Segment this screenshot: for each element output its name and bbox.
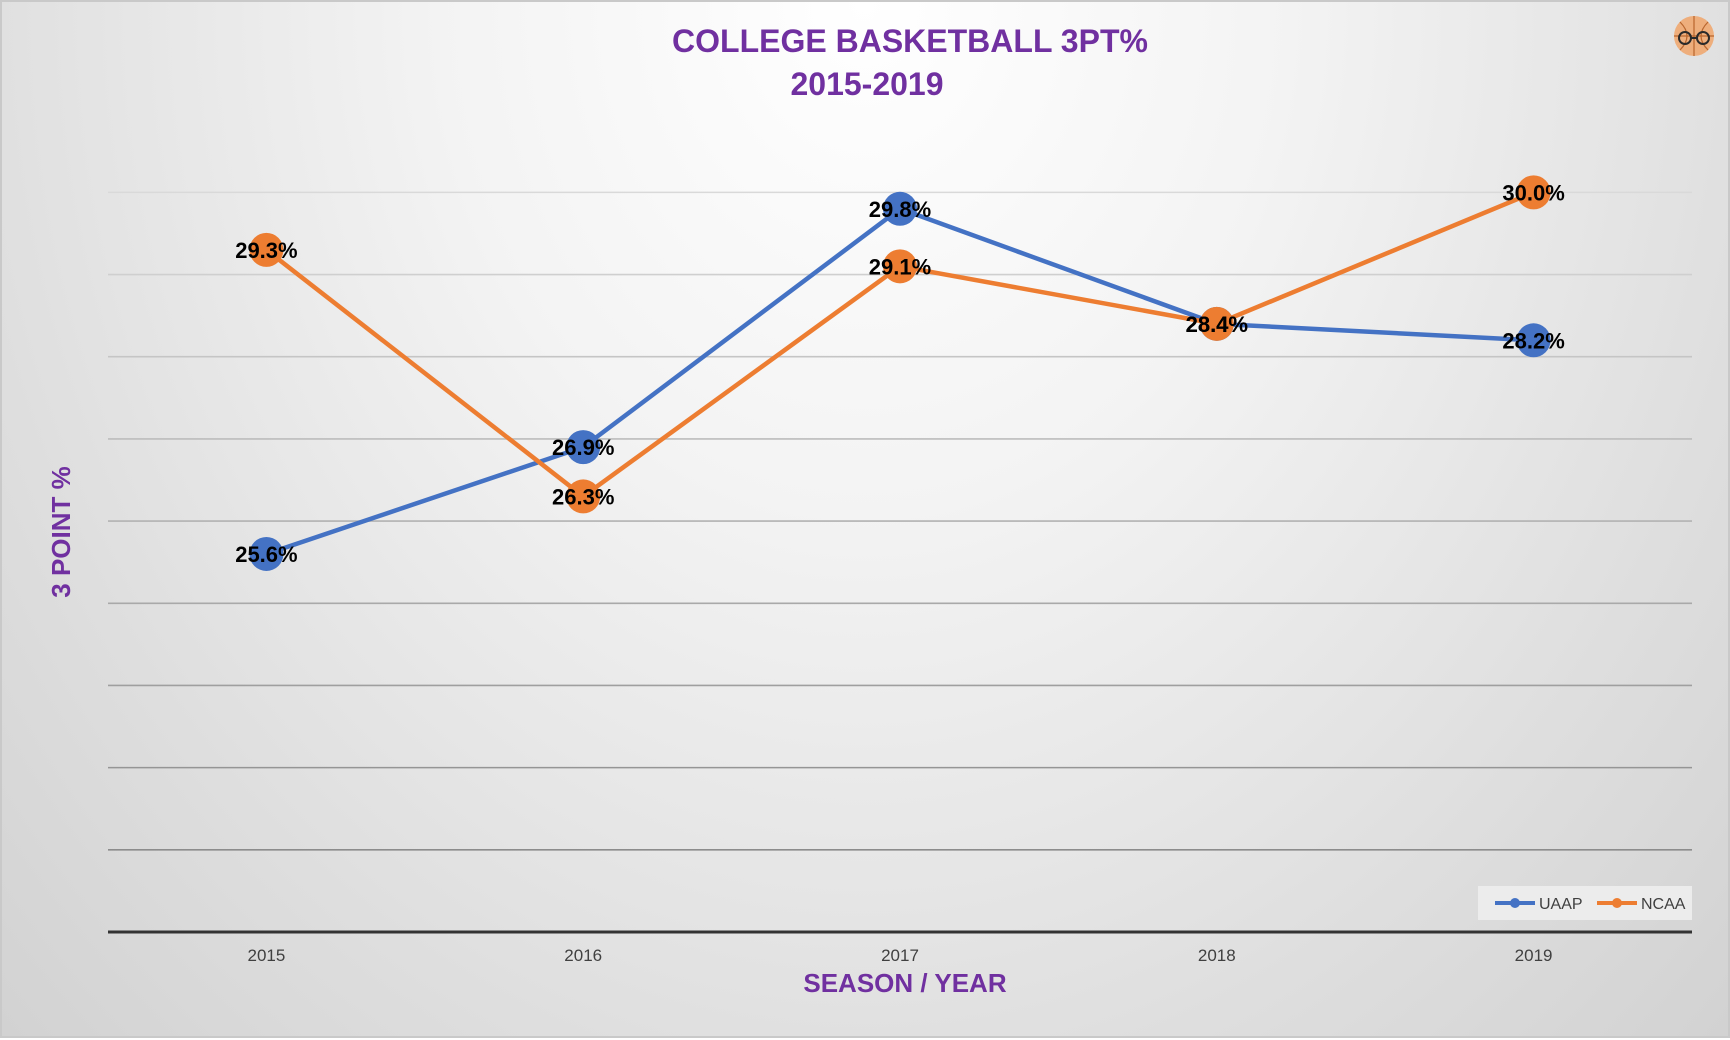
data-label-ncaa: 26.3% (552, 484, 614, 509)
data-point-uaap (249, 536, 284, 571)
x-tick-labels: 2015 2016 2017 2018 2019 (247, 946, 1552, 965)
data-point-ncaa (1516, 175, 1551, 210)
x-tick-label: 2016 (564, 946, 602, 965)
x-tick-label: 2018 (1198, 946, 1236, 965)
legend-marker-ncaa (1612, 898, 1622, 908)
legend-label-uaap: UAAP (1539, 896, 1583, 913)
series-group (249, 175, 1551, 571)
chart-title-line-2: 2015-2019 (790, 66, 943, 102)
data-point-ncaa (566, 479, 601, 514)
data-point-uaap (566, 430, 601, 465)
basketball-glasses-logo-icon (1674, 16, 1714, 56)
x-tick-label: 2017 (881, 946, 919, 965)
data-label-uaap: 28.2% (1502, 328, 1564, 353)
y-axis-title: 3 POINT % (46, 466, 76, 597)
data-point-ncaa (883, 249, 917, 284)
data-point-uaap (1516, 323, 1551, 358)
x-tick-label: 2015 (247, 946, 285, 965)
series-line-ncaa (265, 190, 1535, 499)
data-point-ncaa (1199, 306, 1234, 341)
data-label-uaap: 26.9% (552, 435, 614, 460)
data-label-ncaa: 29.3% (235, 238, 297, 263)
data-label-ncaa: 30.0% (1502, 180, 1564, 205)
data-point-ncaa (249, 232, 284, 267)
data-label-ncaa: 29.1% (869, 254, 931, 279)
data-label-uaap: 25.6% (235, 542, 297, 567)
chart-title-line-1: COLLEGE BASKETBALL 3PT% (672, 23, 1148, 59)
data-label-uaap: 29.8% (869, 197, 931, 222)
legend-marker-uaap (1510, 898, 1520, 908)
legend-label-ncaa: NCAA (1641, 896, 1686, 913)
data-labels: 25.6% 26.9% 29.8% 28.4% 28.2% 29.3% 26.3% 29.1%… (235, 180, 1565, 567)
data-label-uaap: 28.4% (1186, 312, 1248, 337)
legend: UAAP NCAA (1478, 886, 1692, 920)
gridlines (108, 191, 1692, 851)
data-label-ncaa: 28.4% (1186, 312, 1248, 337)
data-point-uaap (883, 191, 917, 226)
x-axis-title: SEASON / YEAR (803, 968, 1006, 998)
x-tick-label: 2019 (1515, 946, 1553, 965)
